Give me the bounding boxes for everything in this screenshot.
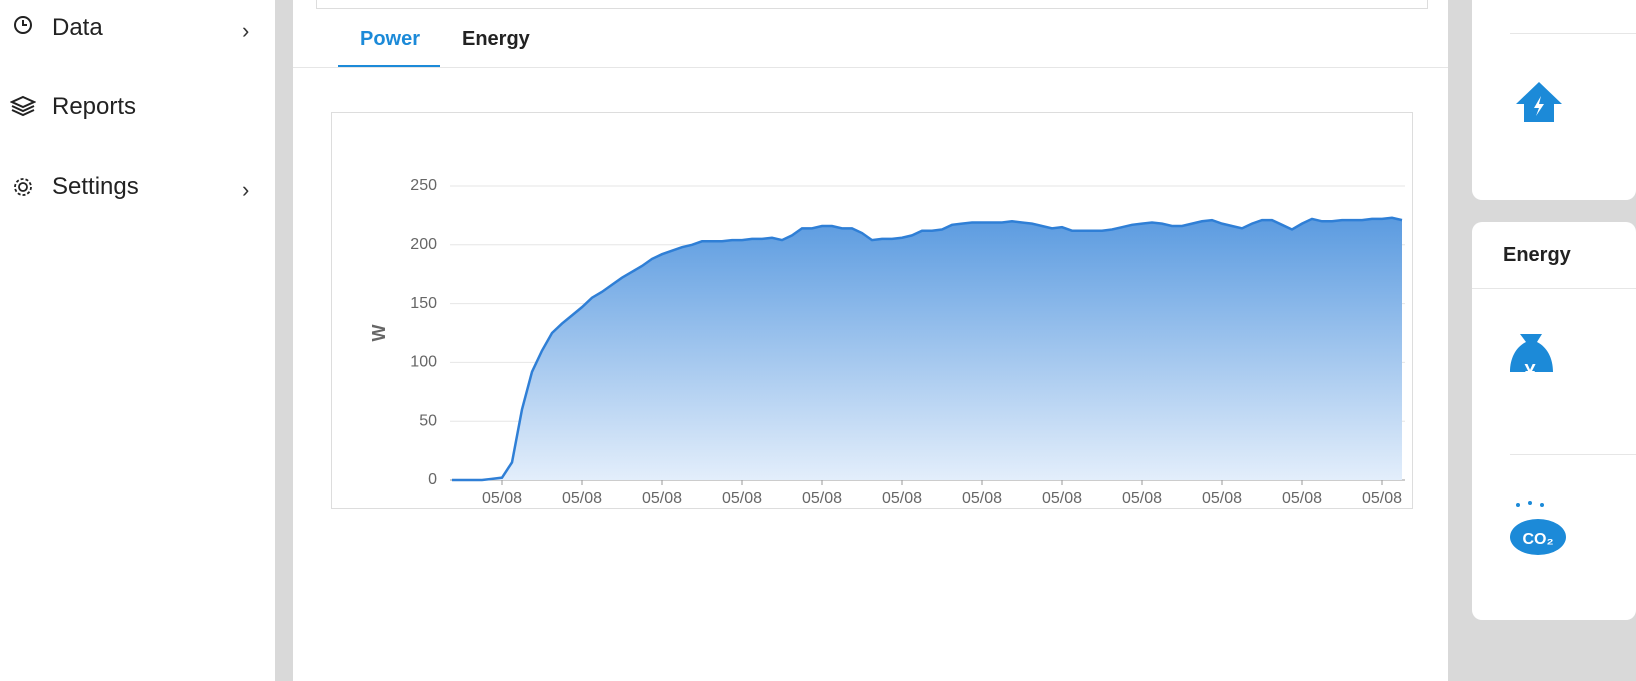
x-tick-label: 05/08 bbox=[1042, 490, 1082, 507]
x-tick-label: 05/08 bbox=[482, 490, 522, 507]
tab-underline bbox=[338, 65, 440, 68]
y-tick-label: 250 bbox=[410, 177, 437, 194]
nav-item[interactable]: Reports bbox=[52, 93, 137, 120]
co2-icon: CO₂ bbox=[1510, 501, 1566, 555]
x-tick-label: 05/08 bbox=[802, 490, 842, 507]
x-tick-label: 05/08 bbox=[722, 490, 762, 507]
divider bbox=[1510, 454, 1636, 455]
tab[interactable]: Power bbox=[360, 28, 421, 50]
y-tick-label: 0 bbox=[428, 471, 437, 488]
y-tick-label: 150 bbox=[410, 295, 437, 312]
card: Energy ¥ CO₂ bbox=[1472, 222, 1636, 620]
cost-icon: ¥ bbox=[1510, 334, 1553, 383]
x-tick-label: 05/08 bbox=[562, 490, 602, 507]
x-tick-label: 05/08 bbox=[1362, 490, 1402, 507]
x-tick-label: 05/08 bbox=[1122, 490, 1162, 507]
y-tick-label: 200 bbox=[410, 236, 437, 253]
card-title: Energy bbox=[1503, 244, 1571, 266]
power-icon bbox=[1516, 82, 1562, 122]
svg-text:¥: ¥ bbox=[1524, 361, 1536, 383]
y-tick-label: 100 bbox=[410, 354, 437, 371]
toolbar bbox=[316, 0, 1428, 9]
x-tick-label: 05/08 bbox=[882, 490, 922, 507]
data-icon bbox=[14, 16, 32, 34]
sidebar: Data › Reports Settings › bbox=[0, 0, 275, 681]
area bbox=[452, 217, 1402, 480]
divider bbox=[1472, 288, 1636, 289]
settings-icon bbox=[14, 178, 32, 196]
divider bbox=[1510, 33, 1636, 34]
chevron: › bbox=[242, 177, 250, 202]
nav-item[interactable]: Data bbox=[52, 14, 103, 41]
x-tick-label: 05/08 bbox=[1202, 490, 1242, 507]
x-tick-label: 05/08 bbox=[1282, 490, 1322, 507]
tab[interactable]: Energy bbox=[462, 28, 530, 50]
chart: W 0 50 100 150 200 250 05/08 05/08 05/08 05/08 05/… bbox=[331, 112, 1413, 509]
x-tick-label: 05/08 bbox=[642, 490, 682, 507]
x-tick-label: 05/08 bbox=[962, 490, 1002, 507]
chevron: › bbox=[242, 18, 250, 43]
line bbox=[452, 216, 1403, 482]
y-axis-label: W bbox=[369, 325, 389, 342]
svg-text:CO₂: CO₂ bbox=[1522, 531, 1553, 548]
reports-icon bbox=[10, 95, 36, 117]
nav-item[interactable]: Settings bbox=[52, 173, 139, 200]
y-tick-label: 50 bbox=[419, 412, 437, 429]
card bbox=[1472, 0, 1636, 200]
divider bbox=[293, 67, 1448, 68]
